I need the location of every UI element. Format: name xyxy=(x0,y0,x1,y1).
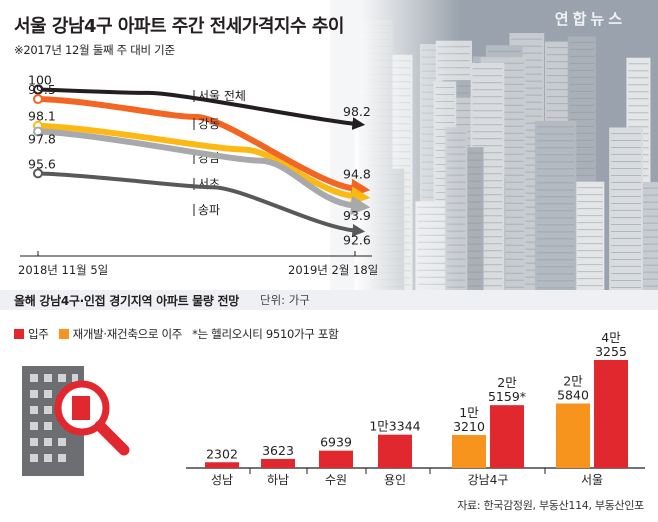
end-value-label: 98.2 xyxy=(343,104,371,119)
bar-value-label: 1만3344 xyxy=(369,419,420,434)
end-value-label: 92.6 xyxy=(343,233,371,248)
bar-move-in xyxy=(490,405,524,468)
apartment-photo xyxy=(0,0,658,300)
category-label: 수원 xyxy=(325,473,347,487)
legend-label-relocation: 재개발·재건축으로 이주 xyxy=(72,327,183,341)
bar-value-label: 2만 xyxy=(563,373,583,388)
category-label: 강남4구 xyxy=(468,473,509,487)
category-label: 하남 xyxy=(267,473,289,487)
series-line-4 xyxy=(36,171,366,237)
series-name-label: 서울 전체 xyxy=(198,89,246,103)
legend-label-move-in: 입주 xyxy=(28,327,49,341)
bar-value-label: 3623 xyxy=(262,443,294,458)
series-line-3 xyxy=(35,128,371,215)
category-label: 성남 xyxy=(211,473,233,487)
series-start-marker xyxy=(33,168,43,179)
source-note: 자료: 한국감정원, 부동산114, 부동산인포 xyxy=(457,499,644,512)
bar-chart-title: 올해 강남4구·인접 경기지역 아파트 물량 전망 xyxy=(14,294,240,308)
watermark-logo: 연합뉴스 xyxy=(554,10,626,28)
bar-move-in xyxy=(261,458,295,468)
bar-value-label: 2302 xyxy=(206,446,238,461)
series-start-marker xyxy=(33,84,43,95)
bar-value-label: 2만 xyxy=(497,375,517,390)
legend-note: *는 헬리오시티 9510가구 포함 xyxy=(192,327,339,341)
bar-value-label: 6939 xyxy=(320,435,352,450)
start-value-label: 98.1 xyxy=(28,109,56,124)
bar-move-in xyxy=(205,462,239,468)
bar-value-label: 3255 xyxy=(595,344,627,359)
series-line-0 xyxy=(36,87,366,130)
series-line-2 xyxy=(35,122,371,206)
series-line-1 xyxy=(35,96,371,198)
legend-swatch-orange xyxy=(58,329,69,339)
bar-value-label: 5159* xyxy=(488,389,526,404)
series-start-marker xyxy=(33,94,43,105)
bar-value-label: 4만 xyxy=(601,330,621,345)
baseline-note: ※2017년 12월 둘째 주 대비 기준 xyxy=(14,43,175,57)
start-value-label: 99.5 xyxy=(28,82,56,97)
building-magnifier-icon xyxy=(22,366,130,476)
category-label: 용인 xyxy=(384,473,406,487)
start-value-label: 95.6 xyxy=(28,156,56,171)
bar-value-label: 3210 xyxy=(453,419,485,434)
bar-relocation xyxy=(452,435,486,468)
bar-chart: 2302성남3623하남6939수원1만3344용인1만32102만5159*강… xyxy=(186,330,645,487)
series-start-marker xyxy=(33,126,43,137)
bar-move-in xyxy=(594,360,628,468)
unit-label: 단위: 가구 xyxy=(260,293,310,307)
series-name-label: 강동 xyxy=(198,117,220,131)
bar-legend: 입주 재개발·재건축으로 이주 *는 헬리오시티 9510가구 포함 xyxy=(14,326,339,342)
start-value-label: 97.8 xyxy=(28,131,56,146)
end-value-label: 93.9 xyxy=(343,208,371,223)
chart-title: 서울 강남4구 아파트 주간 전세가격지수 추이 xyxy=(14,16,344,37)
end-value-label: 94.8 xyxy=(343,167,371,182)
x-tick-label: 2018년 11월 5일 xyxy=(18,263,108,277)
bar-move-in xyxy=(378,434,412,468)
bar-value-label: 5840 xyxy=(557,387,589,402)
x-tick-label: 2019년 2월 18일 xyxy=(288,263,378,277)
bar-move-in xyxy=(319,450,353,468)
series-name-label: 송파 xyxy=(198,203,220,217)
category-label: 서울 xyxy=(581,473,603,487)
bar-value-label: 1만 xyxy=(459,405,479,420)
start-value-label: 100 xyxy=(28,73,52,88)
section-header-band xyxy=(0,290,658,310)
bar-relocation xyxy=(556,403,590,468)
legend-swatch-red xyxy=(14,329,24,339)
